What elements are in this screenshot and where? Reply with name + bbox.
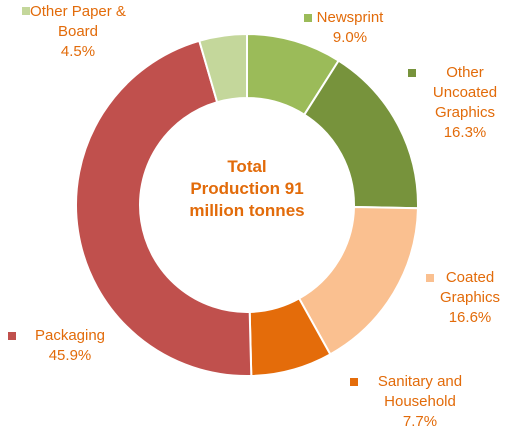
category-label: Other Paper & Board	[30, 3, 126, 40]
legend-marker	[426, 274, 434, 282]
legend-marker	[8, 332, 16, 340]
donut-slice	[75, 39, 253, 377]
donut-slice	[198, 32, 248, 104]
slice-label: Newsprint 9.0%	[300, 8, 400, 48]
slice-label: Coated Graphics 16.6%	[432, 268, 508, 328]
slice-label: Packaging 45.9%	[20, 326, 120, 366]
legend-marker	[350, 378, 358, 386]
value-label: 16.6%	[448, 309, 492, 326]
legend-marker	[22, 7, 30, 15]
legend-marker	[304, 14, 312, 22]
slice-label: Other Paper & Board 4.5%	[28, 2, 128, 62]
slice-label: Other Uncoated Graphics 16.3%	[425, 63, 505, 143]
category-label: Packaging	[34, 327, 106, 344]
slice-label: Sanitary and Household 7.7%	[365, 372, 475, 432]
value-label: 45.9%	[48, 347, 92, 364]
value-label: 4.5%	[60, 43, 96, 60]
center-text: Total Production 91 million tonnes	[189, 157, 305, 220]
category-label: Newsprint	[316, 9, 384, 26]
category-label: Sanitary and Household	[377, 373, 463, 410]
legend-marker	[408, 69, 416, 77]
value-label: 16.3%	[443, 124, 487, 141]
value-label: 9.0%	[332, 29, 368, 46]
value-label: 7.7%	[402, 413, 438, 430]
category-label: Other Uncoated Graphics	[432, 64, 498, 121]
category-label: Coated Graphics	[439, 269, 501, 306]
